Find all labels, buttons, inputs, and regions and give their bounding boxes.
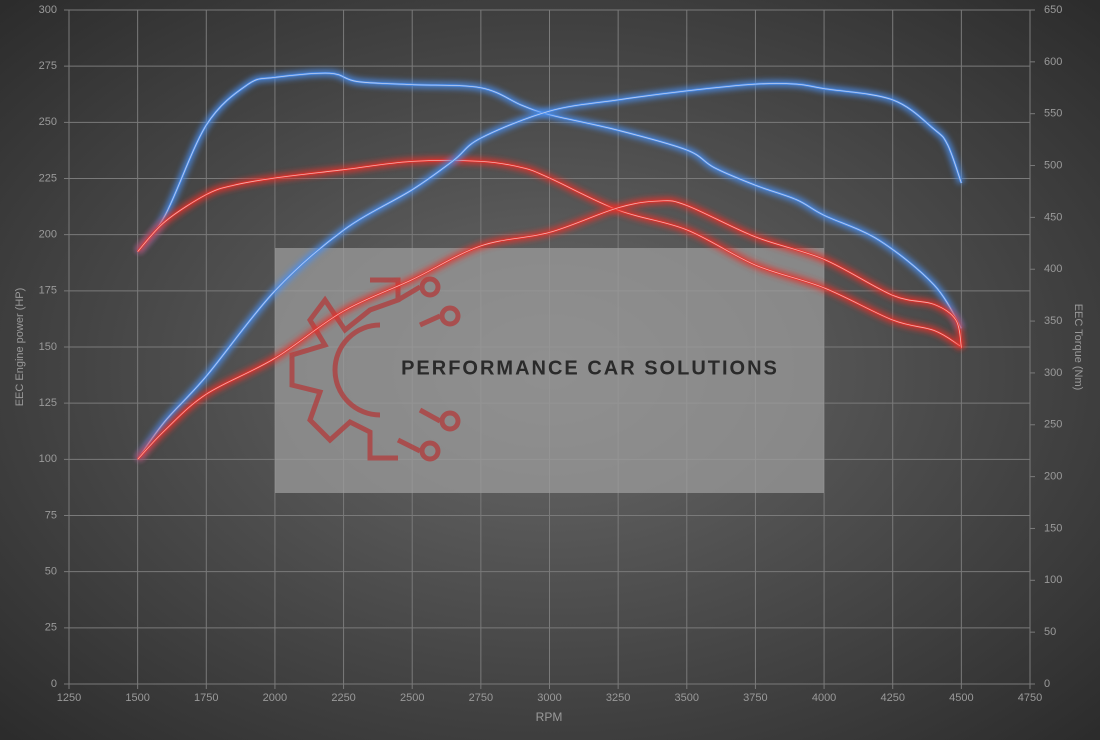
y-tick-label: 275 [39,60,57,72]
y-tick-label: 250 [39,116,57,128]
y2-tick-label: 350 [1044,315,1062,327]
y-tick-label: 150 [39,341,57,353]
line-core [137,83,962,460]
y2-tick-label: 0 [1044,678,1050,690]
x-axis-label: RPM [536,710,563,724]
x-tick-label: 2250 [331,692,355,704]
x-tick-label: 3500 [675,692,699,704]
y2-tick-label: 200 [1044,471,1062,483]
lines [134,69,965,462]
watermark-text: PERFORMANCE CAR SOLUTIONS [401,357,779,379]
y-tick-label: 175 [39,285,57,297]
y-tick-label: 300 [39,4,57,16]
y2-tick-label: 500 [1044,159,1062,171]
y2-tick-label: 450 [1044,211,1062,223]
y-tick-label: 100 [39,453,57,465]
x-tick-label: 3750 [743,692,767,704]
x-tick-label: 4750 [1018,692,1042,704]
y2-tick-label: 100 [1044,574,1062,586]
x-tick-label: 2000 [263,692,287,704]
y2-tick-label: 600 [1044,56,1062,68]
y-tick-label: 0 [51,678,57,690]
y-tick-label: 50 [45,566,57,578]
x-tick-label: 2750 [469,692,493,704]
x-tick-label: 3250 [606,692,630,704]
x-tick-label: 1750 [194,692,218,704]
y-tick-label: 75 [45,509,57,521]
line-core [137,72,962,329]
x-tick-label: 4500 [949,692,973,704]
line-core [137,200,962,460]
x-tick-label: 2500 [400,692,424,704]
y2-tick-label: 550 [1044,108,1062,120]
x-tick-label: 1500 [125,692,149,704]
x-tick-label: 4250 [880,692,904,704]
y2-axis-label: EEC Torque (Nm) [1072,304,1084,391]
watermark-box [275,248,824,493]
x-tick-label: 3000 [537,692,561,704]
y2-tick-label: 150 [1044,522,1062,534]
y2-tick-label: 300 [1044,367,1062,379]
y-tick-label: 225 [39,172,57,184]
y2-tick-label: 650 [1044,4,1062,16]
watermark-logo [289,276,461,462]
y-tick-label: 200 [39,229,57,241]
y2-tick-label: 400 [1044,263,1062,275]
y2-tick-label: 250 [1044,419,1062,431]
x-tick-label: 1250 [57,692,81,704]
y-tick-label: 125 [39,397,57,409]
watermark: PERFORMANCE CAR SOLUTIONS [275,248,824,493]
line-core [137,160,962,349]
y2-tick-label: 50 [1044,626,1056,638]
y-tick-label: 25 [45,622,57,634]
y-axis-label: EEC Engine power (HP) [14,288,26,407]
x-tick-label: 4000 [812,692,836,704]
